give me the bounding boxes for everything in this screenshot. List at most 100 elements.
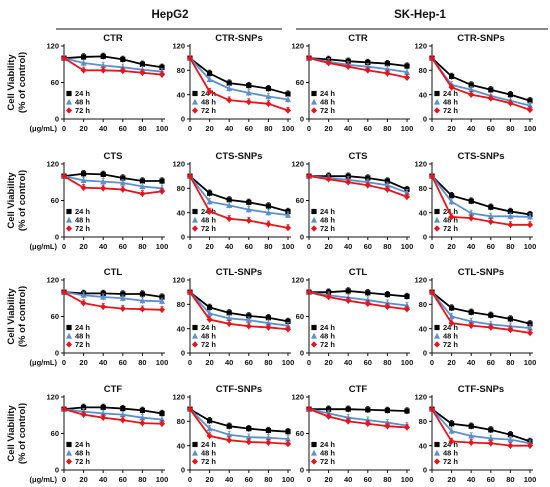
legend-label: 72 h [320, 340, 335, 349]
data-point [404, 68, 410, 75]
chart-panel: CTF-SNPs 0 40 80 120 0 20 40 60 80 100 24 h48 h72 h [172, 384, 294, 484]
data-point [265, 203, 271, 209]
x-tick-label: 100 [401, 475, 414, 484]
data-point [345, 418, 352, 425]
x-tick-label: 0 [62, 124, 66, 133]
x-tick-label: 100 [156, 242, 169, 251]
x-tick-label: 80 [138, 358, 146, 367]
data-point [448, 198, 455, 205]
data-point [206, 432, 213, 440]
series-line-48h [63, 57, 163, 73]
data-point [245, 98, 252, 106]
data-point [207, 190, 213, 196]
data-point [527, 98, 533, 104]
data-point [246, 313, 252, 319]
legend-label: 24 h [75, 440, 90, 449]
data-point [80, 67, 87, 74]
panel-title: CTL-SNPs [216, 267, 262, 278]
legend-marker [433, 225, 441, 232]
legend-marker [311, 208, 317, 215]
series-line-72h [431, 291, 531, 334]
series-line-72h [431, 57, 531, 111]
x-tick-label: 60 [364, 242, 372, 251]
data-point [80, 300, 87, 307]
data-point [265, 209, 272, 216]
data-point [487, 95, 494, 102]
x-tick-label: 100 [524, 124, 537, 133]
data-point [226, 423, 232, 429]
data-point [488, 427, 494, 433]
legend-label: 24 h [320, 89, 335, 98]
data-point [384, 292, 390, 298]
x-unit-label: (μg/mL) [30, 242, 58, 251]
data-point [206, 88, 213, 95]
data-point [100, 53, 106, 59]
x-tick-label: 60 [245, 124, 253, 133]
data-point [139, 183, 146, 190]
y-tick-label: 80 [177, 300, 185, 309]
data-point [158, 71, 166, 78]
legend-marker [311, 441, 317, 448]
y-tick-label: 120 [414, 393, 427, 402]
data-point [186, 406, 194, 413]
x-tick-label: 100 [524, 242, 537, 251]
data-point [285, 435, 291, 442]
chart-panel: CTL 0 60 120 0 20 40 60 80 100 24 h48 h72 h [291, 267, 413, 367]
x-tick-label: 20 [79, 124, 87, 133]
x-tick-label: 0 [307, 124, 311, 133]
series-line-48h [308, 57, 408, 74]
x-tick-label: 40 [344, 358, 352, 367]
data-point [448, 427, 455, 434]
legend-label: 24 h [75, 89, 90, 98]
legend-label: 48 h [443, 98, 458, 107]
panel-title: CTL-SNPs [458, 267, 504, 278]
data-point [284, 107, 292, 114]
data-point [119, 67, 126, 75]
legend-marker [66, 449, 72, 456]
y-tick-label: 60 [296, 312, 304, 321]
chart-panel: CTF 0 60 120 0 20 40 60 80 100 24 h48 h72 h [291, 384, 413, 484]
data-point [206, 208, 213, 215]
data-point [345, 173, 351, 179]
legend-label: 48 h [201, 98, 216, 107]
series-line-24h [63, 406, 163, 415]
series-line-48h [308, 175, 408, 194]
legend-marker [310, 225, 318, 232]
legend-label: 72 h [75, 224, 90, 233]
y-tick-label: 60 [296, 78, 304, 87]
data-point [468, 322, 475, 329]
panel-title: CTL [104, 267, 123, 278]
x-tick-label: 20 [79, 242, 87, 251]
data-point [100, 171, 106, 177]
x-tick-label: 40 [344, 475, 352, 484]
data-point [119, 305, 126, 312]
chart-panel: CTR-SNPs 0 40 80 120 0 20 40 60 80 100 24 h48 h72 h [414, 33, 536, 133]
legend-label: 48 h [443, 216, 458, 225]
legend-label: 72 h [201, 340, 216, 349]
series-line-24h [308, 57, 408, 67]
series-line-48h [189, 408, 289, 440]
legend-label: 48 h [320, 98, 335, 107]
x-tick-label: 20 [324, 124, 332, 133]
legend-label: 24 h [443, 89, 458, 98]
data-point [139, 420, 146, 427]
data-point [206, 76, 213, 83]
legend-marker [192, 449, 198, 456]
y-tick-label: 80 [419, 184, 427, 193]
data-point [120, 405, 126, 412]
y-axis-title-line2: (% of control) [17, 403, 28, 464]
panel-title: CTS-SNPs [216, 151, 263, 162]
data-point [265, 85, 271, 92]
x-unit-label: (μg/mL) [30, 475, 58, 484]
legend-marker [434, 441, 440, 448]
x-tick-label: 60 [245, 242, 253, 251]
x-unit-label: (μg/mL) [30, 358, 58, 367]
data-point [345, 63, 352, 70]
data-point [226, 315, 233, 321]
chart-panel: CTR 0 60 120 0 20 40 60 80 100 24 h48 h72 h [291, 33, 413, 133]
data-point [285, 208, 291, 215]
data-point [365, 59, 371, 66]
series-line-24h [431, 408, 531, 443]
x-tick-label: 80 [383, 124, 391, 133]
